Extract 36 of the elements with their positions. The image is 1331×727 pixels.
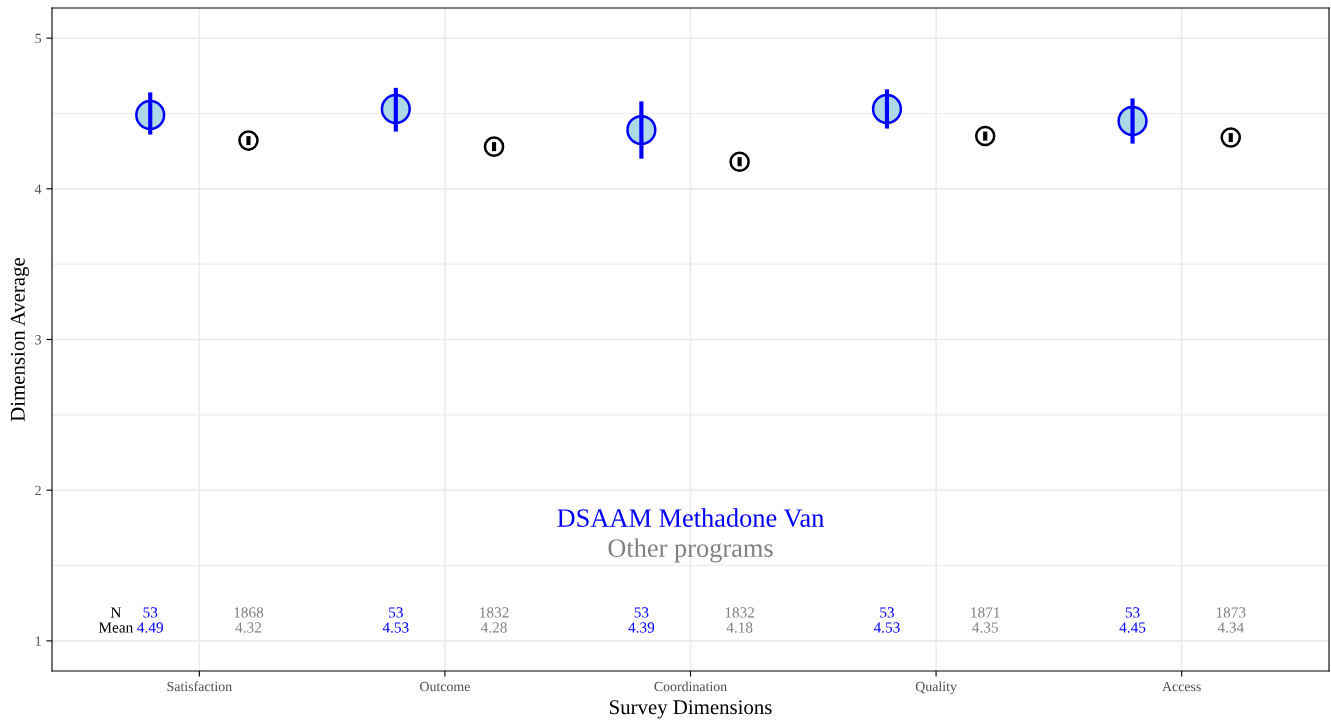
y-tick-label: 4 (34, 184, 42, 194)
annotation: Other programs (608, 538, 773, 563)
annotation: 4.18 (726, 622, 753, 633)
annotation: 53 (389, 607, 403, 618)
y-tick-label: 3 (35, 335, 42, 345)
y-tick-label: 1 (35, 636, 41, 646)
x-axis-title: Survey Dimensions (610, 700, 772, 719)
annotation: 4.39 (628, 622, 655, 633)
annotation: 53 (1125, 607, 1140, 618)
y-axis-title: Dimension Average (10, 257, 30, 422)
annotation: 53 (880, 607, 894, 618)
annotation: 1868 (234, 607, 264, 618)
annotation: 4.32 (235, 622, 261, 633)
text: DSAAM Methadone Van (557, 508, 824, 528)
annotation: N (110, 607, 122, 618)
x-tick-label: Satisfaction (167, 681, 232, 692)
annotation: 1832 (725, 607, 755, 618)
x-tick-label: Outcome (420, 681, 470, 692)
annotation: 4.53 (382, 622, 409, 633)
y-tick-label: 2 (35, 485, 41, 495)
annotation: 1871 (971, 607, 1000, 618)
x-tick-label: Access (1162, 681, 1201, 692)
x-tick-label: Coordination (654, 681, 727, 692)
annotation: 1832 (480, 607, 509, 618)
x-tick-label: Quality (915, 681, 957, 695)
annotation: 4.34 (1217, 622, 1244, 633)
annotation: 53 (634, 607, 649, 618)
annotation: Mean (98, 622, 134, 633)
annotation: 4.35 (972, 622, 998, 633)
annotation: 4.28 (480, 622, 507, 633)
annotation: 1873 (1216, 607, 1246, 618)
annotation: 4.49 (137, 622, 163, 633)
annotation: 53 (143, 607, 158, 618)
y-tick-label: 5 (35, 33, 42, 44)
annotation: 4.45 (1119, 622, 1146, 633)
annotation: 4.53 (873, 622, 900, 633)
